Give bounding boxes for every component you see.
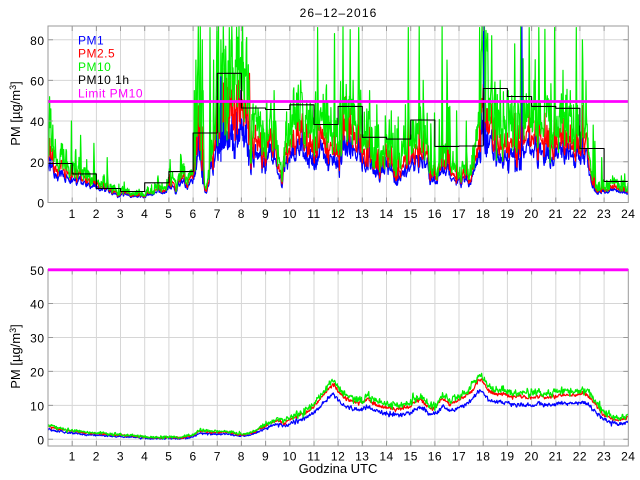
svg-text:PM1: PM1 [78, 33, 104, 47]
svg-text:20: 20 [30, 156, 44, 170]
svg-text:40: 40 [30, 115, 44, 129]
svg-text:3: 3 [117, 207, 124, 221]
svg-text:Godzina UTC: Godzina UTC [299, 461, 378, 476]
svg-text:60: 60 [30, 75, 44, 89]
svg-text:24: 24 [621, 450, 635, 464]
svg-text:7: 7 [214, 207, 221, 221]
svg-text:Limit PM10: Limit PM10 [78, 87, 143, 101]
svg-text:16: 16 [428, 207, 442, 221]
svg-text:5: 5 [165, 450, 172, 464]
svg-text:30: 30 [30, 332, 44, 346]
svg-text:20: 20 [524, 207, 538, 221]
svg-text:10: 10 [30, 400, 44, 414]
svg-text:9: 9 [262, 450, 269, 464]
svg-text:10: 10 [283, 450, 297, 464]
svg-text:PM [µg/m3]: PM [µg/m3] [8, 81, 23, 146]
svg-text:12: 12 [331, 207, 345, 221]
svg-text:24: 24 [621, 207, 635, 221]
svg-text:20: 20 [524, 450, 538, 464]
svg-text:15: 15 [404, 450, 418, 464]
svg-text:PM10: PM10 [78, 60, 111, 74]
svg-text:18: 18 [476, 207, 490, 221]
svg-text:19: 19 [500, 450, 514, 464]
svg-text:2: 2 [93, 450, 100, 464]
svg-text:PM [µg/m3]: PM [µg/m3] [8, 324, 23, 389]
svg-text:40: 40 [30, 298, 44, 312]
svg-text:21: 21 [549, 207, 563, 221]
svg-text:20: 20 [30, 366, 44, 380]
svg-text:PM2.5: PM2.5 [78, 47, 115, 61]
svg-text:10: 10 [283, 207, 297, 221]
svg-text:14: 14 [379, 207, 393, 221]
svg-text:13: 13 [355, 207, 369, 221]
svg-text:11: 11 [307, 207, 320, 221]
svg-text:9: 9 [262, 207, 269, 221]
svg-text:PM10 1h: PM10 1h [78, 73, 130, 87]
svg-text:6: 6 [190, 207, 197, 221]
svg-text:16: 16 [428, 450, 442, 464]
svg-text:3: 3 [117, 450, 124, 464]
svg-text:26–12–2016: 26–12–2016 [300, 6, 378, 20]
svg-text:15: 15 [404, 207, 418, 221]
svg-text:7: 7 [214, 450, 221, 464]
svg-text:2: 2 [93, 207, 100, 221]
svg-text:17: 17 [452, 450, 466, 464]
svg-text:4: 4 [141, 207, 148, 221]
svg-text:8: 8 [238, 207, 245, 221]
svg-text:21: 21 [549, 450, 563, 464]
svg-text:0: 0 [37, 434, 44, 448]
svg-text:22: 22 [573, 207, 587, 221]
svg-text:50: 50 [30, 264, 44, 278]
svg-text:23: 23 [597, 207, 611, 221]
svg-text:5: 5 [165, 207, 172, 221]
svg-text:4: 4 [141, 450, 148, 464]
svg-text:13: 13 [355, 450, 369, 464]
svg-text:80: 80 [30, 34, 44, 48]
svg-text:14: 14 [379, 450, 393, 464]
svg-text:19: 19 [500, 207, 514, 221]
svg-text:11: 11 [307, 450, 320, 464]
svg-text:1: 1 [69, 450, 76, 464]
svg-text:8: 8 [238, 450, 245, 464]
svg-text:22: 22 [573, 450, 587, 464]
svg-text:1: 1 [69, 207, 76, 221]
svg-text:17: 17 [452, 207, 466, 221]
svg-text:0: 0 [37, 197, 44, 211]
svg-text:18: 18 [476, 450, 490, 464]
svg-text:6: 6 [190, 450, 197, 464]
svg-text:12: 12 [331, 450, 345, 464]
svg-text:23: 23 [597, 450, 611, 464]
